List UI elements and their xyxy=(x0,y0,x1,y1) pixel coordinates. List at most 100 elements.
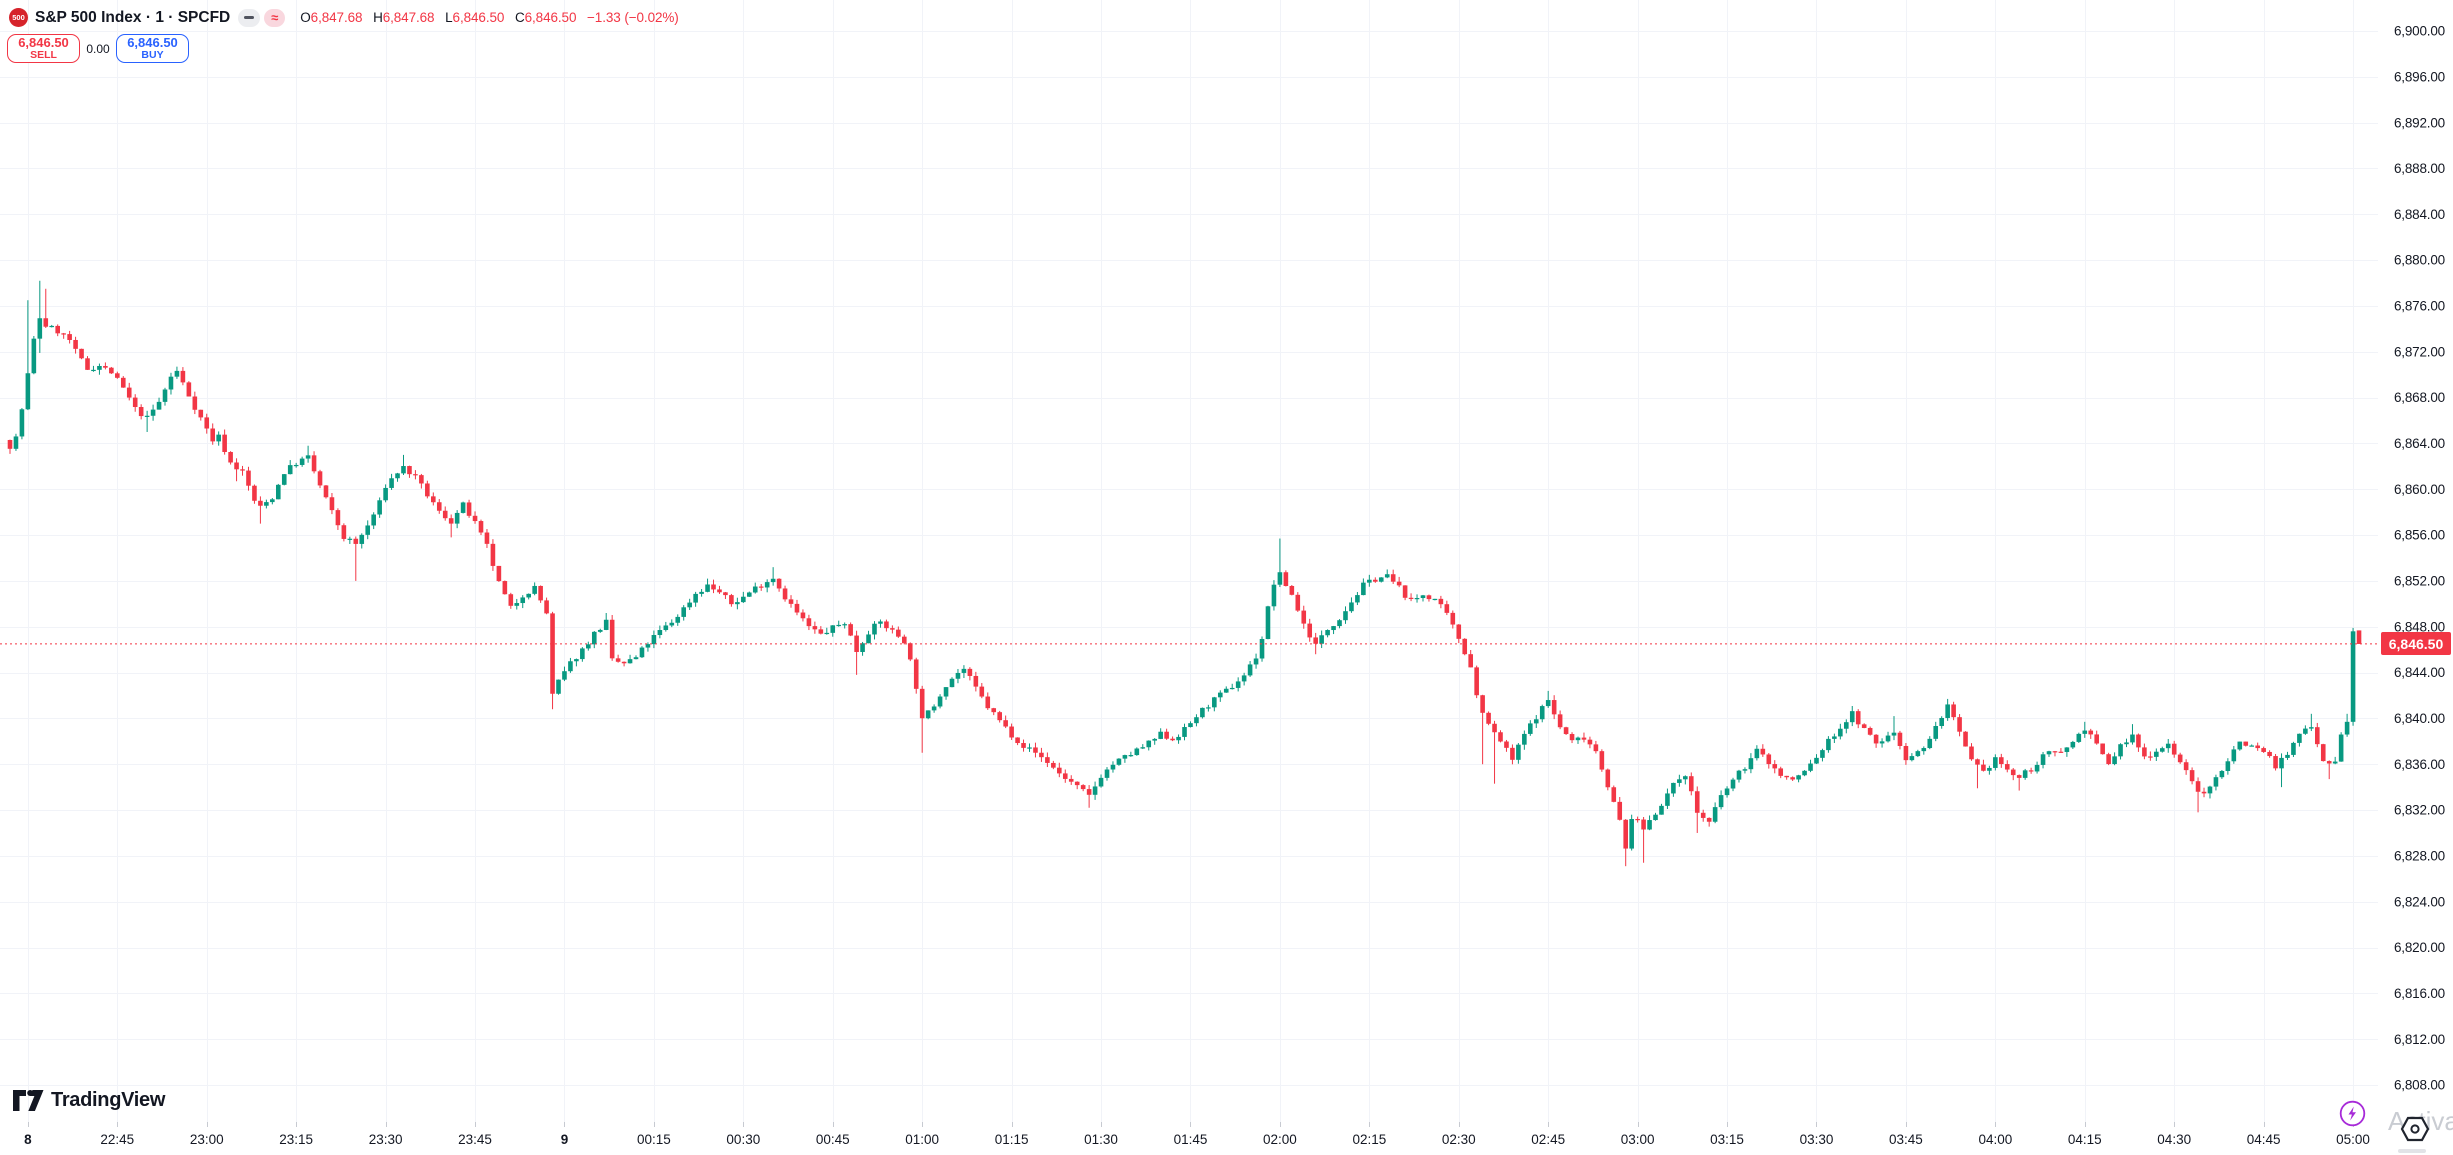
candle xyxy=(1241,675,1247,682)
candle xyxy=(627,659,633,664)
candle xyxy=(1873,734,1879,744)
sell-button[interactable]: 6,846.50 SELL xyxy=(7,34,80,63)
candle xyxy=(1229,687,1235,690)
candle xyxy=(1772,764,1778,769)
symbol-title[interactable]: S&P 500 Index · 1 · SPCFD xyxy=(35,8,231,26)
collapse-toggle-icon[interactable] xyxy=(238,8,261,27)
candle xyxy=(603,619,609,630)
candle xyxy=(1843,722,1849,729)
price-tick-label: 6,840.00 xyxy=(2394,711,2445,726)
candle xyxy=(1969,746,1974,760)
candle xyxy=(1861,724,1867,728)
candle xyxy=(1116,758,1122,765)
candle xyxy=(2118,744,2123,757)
time-axis[interactable]: 8 22:45 23:00 23:15 23:30 23:45 9 00:15 00:30 00:… xyxy=(24,1132,2370,1147)
candle xyxy=(830,625,836,633)
candle xyxy=(544,600,549,614)
price-tick-label: 6,876.00 xyxy=(2394,299,2445,314)
candle xyxy=(1909,756,1915,761)
candle xyxy=(1784,775,1789,778)
candle xyxy=(675,616,681,623)
buy-button[interactable]: 6,846.50 BUY xyxy=(116,34,189,63)
candle xyxy=(1790,777,1795,780)
candle xyxy=(651,635,657,645)
candles[interactable] xyxy=(7,280,2362,867)
high-value: 6,847.68 xyxy=(382,10,435,25)
candle xyxy=(1563,727,1569,735)
candle xyxy=(168,376,174,390)
candle xyxy=(2279,757,2284,769)
lightning-icon[interactable] xyxy=(2339,1100,2366,1127)
candle xyxy=(1516,744,1521,760)
candle xyxy=(97,365,102,370)
candle xyxy=(1492,723,1497,733)
candle xyxy=(639,647,645,658)
candle xyxy=(1182,727,1187,737)
candle xyxy=(1945,704,1950,718)
candle xyxy=(1581,737,1587,740)
candle xyxy=(2297,733,2302,743)
time-tick-label: 00:15 xyxy=(637,1132,671,1147)
candle xyxy=(413,474,418,476)
approx-toggle-icon[interactable]: ≈ xyxy=(264,8,286,27)
candle xyxy=(520,597,526,604)
buy-label: BUY xyxy=(141,48,164,61)
candle xyxy=(538,585,543,601)
candle xyxy=(532,585,537,594)
candle xyxy=(1200,707,1205,718)
time-tick-label: 04:15 xyxy=(2068,1132,2102,1147)
price-tick-label: 6,864.00 xyxy=(2394,436,2445,451)
candle xyxy=(258,500,263,506)
candle xyxy=(902,636,907,644)
candle xyxy=(1414,598,1420,600)
candle xyxy=(25,373,31,410)
candle xyxy=(1802,770,1807,776)
price-tick-label: 6,848.00 xyxy=(2394,619,2445,634)
candle xyxy=(1319,635,1324,644)
candle xyxy=(848,624,853,636)
candle xyxy=(460,502,466,513)
candle xyxy=(7,439,13,449)
current-price-label[interactable]: 6,846.50 xyxy=(2381,632,2451,656)
candle xyxy=(752,586,758,593)
candle xyxy=(943,687,949,697)
candle xyxy=(1188,723,1193,728)
candle xyxy=(1635,819,1640,821)
candle xyxy=(1343,611,1348,621)
candle xyxy=(1134,748,1140,756)
candle xyxy=(91,369,96,372)
price-tick-label: 6,888.00 xyxy=(2394,161,2445,176)
sell-price: 6,846.50 xyxy=(18,35,69,51)
tradingview-watermark[interactable]: TradingView xyxy=(13,1089,165,1112)
candle xyxy=(872,623,877,635)
candle xyxy=(126,387,132,398)
candle xyxy=(1706,817,1712,822)
candle xyxy=(228,452,233,463)
candle xyxy=(204,417,210,429)
candle xyxy=(293,464,299,467)
candle xyxy=(79,348,84,359)
price-tick-label: 6,856.00 xyxy=(2394,528,2445,543)
candle xyxy=(365,525,371,535)
candle xyxy=(2189,770,2195,782)
candle xyxy=(1372,579,1378,582)
candle xyxy=(955,672,961,679)
candle xyxy=(711,584,716,590)
candle xyxy=(1760,748,1766,755)
candle xyxy=(132,397,138,408)
candle xyxy=(991,708,997,713)
candle xyxy=(55,325,60,334)
price-axis[interactable]: 6,900.00 6,896.00 6,892.00 6,888.00 6,884.00… xyxy=(2394,24,2445,1093)
candle xyxy=(2195,781,2201,792)
candle xyxy=(1253,658,1259,665)
candle xyxy=(115,373,120,378)
candle xyxy=(1212,697,1217,708)
candle xyxy=(1641,819,1646,830)
candle xyxy=(1712,807,1718,822)
candle xyxy=(2034,764,2040,772)
candle xyxy=(2076,733,2082,742)
candle xyxy=(264,502,269,506)
candle xyxy=(502,581,508,595)
tradingview-logo-icon xyxy=(13,1090,44,1111)
